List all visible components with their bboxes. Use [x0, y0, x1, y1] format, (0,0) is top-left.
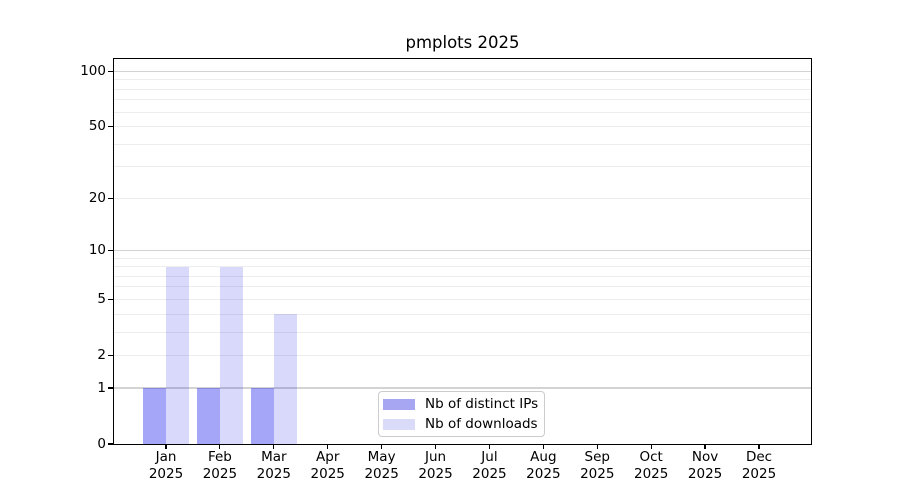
x-tick-mark — [273, 444, 275, 449]
x-tick-year: 2025 — [633, 465, 669, 482]
x-tick-mark — [758, 444, 760, 449]
y-tick-label: 5 — [97, 290, 106, 307]
x-tick-month: Apr — [316, 449, 340, 465]
gridline-minor — [114, 354, 811, 356]
legend-label-downloads: Nb of downloads — [425, 415, 538, 432]
bar-distinct-ips-feb — [196, 388, 220, 444]
x-tick-year: 2025 — [202, 465, 238, 482]
gridline-minor — [114, 286, 811, 288]
x-tick-month: Jan — [155, 449, 177, 465]
x-tick-year: 2025 — [741, 465, 777, 482]
bar-distinct-ips-mar — [250, 388, 274, 444]
y-tick-mark — [108, 387, 113, 389]
gridline-minor — [114, 79, 811, 81]
x-tick-label: Aug 2025 — [508, 449, 578, 482]
y-tick-label: 20 — [88, 189, 106, 206]
x-tick-year: 2025 — [526, 465, 561, 482]
x-tick-month: Oct — [639, 449, 663, 465]
bar-downloads-feb — [219, 266, 243, 444]
bar-downloads-jan — [166, 266, 189, 444]
gridline-minor — [114, 331, 811, 333]
gridline-minor — [114, 111, 811, 113]
x-tick-mark — [165, 444, 167, 449]
y-tick-mark — [108, 197, 113, 199]
x-tick-month: Jul — [481, 449, 498, 465]
x-tick-year: 2025 — [418, 465, 453, 482]
y-tick-label: 100 — [80, 63, 106, 80]
legend-label-distinct-ips: Nb of distinct IPs — [425, 396, 539, 413]
gridline-major — [114, 249, 811, 252]
legend-item-distinct-ips: Nb of distinct IPs — [383, 395, 540, 415]
gridline-minor — [114, 298, 811, 300]
x-tick-label: Jun 2025 — [401, 449, 471, 482]
legend-swatch-downloads — [383, 418, 415, 430]
x-tick-label: Jul 2025 — [454, 449, 524, 482]
gridline-minor — [114, 275, 811, 277]
x-tick-mark — [542, 444, 544, 449]
x-tick-mark — [596, 444, 598, 449]
y-tick-label: 10 — [88, 241, 106, 258]
x-tick-mark — [327, 444, 329, 449]
x-tick-year: 2025 — [472, 465, 507, 482]
gridline-major — [114, 387, 811, 389]
x-tick-label: May 2025 — [347, 449, 417, 482]
gridline-minor — [114, 126, 811, 128]
x-tick-year: 2025 — [364, 465, 399, 482]
x-tick-mark — [381, 444, 383, 449]
x-tick-month: Dec — [745, 449, 773, 465]
x-tick-month: Jun — [424, 449, 447, 465]
x-tick-mark — [704, 444, 706, 449]
y-tick-mark — [108, 126, 113, 128]
x-tick-year: 2025 — [580, 465, 615, 482]
y-tick-mark — [108, 298, 113, 300]
x-tick-label: Nov 2025 — [670, 449, 740, 482]
x-tick-month: Sep — [584, 449, 610, 465]
x-tick-label: Dec 2025 — [724, 449, 794, 482]
x-tick-year: 2025 — [256, 465, 291, 482]
gridline-minor — [114, 257, 811, 259]
legend-swatch-distinct-ips — [383, 399, 415, 411]
y-tick-label: 1 — [97, 379, 106, 396]
x-tick-label: Oct 2025 — [616, 449, 686, 482]
x-tick-year: 2025 — [310, 465, 345, 482]
y-tick-label: 50 — [88, 118, 106, 135]
x-tick-label: Feb 2025 — [185, 449, 255, 482]
y-tick-mark — [108, 443, 113, 445]
x-tick-label: Sep 2025 — [562, 449, 632, 482]
x-tick-year: 2025 — [148, 465, 184, 482]
x-tick-mark — [650, 444, 652, 449]
plot-area — [113, 58, 812, 445]
legend-item-downloads: Nb of downloads — [383, 415, 540, 435]
x-tick-mark — [488, 444, 491, 449]
gridline-minor — [114, 99, 811, 101]
x-tick-month: Mar — [261, 449, 287, 465]
bar-downloads-mar — [273, 314, 297, 444]
y-tick-mark — [108, 249, 113, 252]
gridline-minor — [114, 143, 811, 145]
x-tick-year: 2025 — [687, 465, 723, 482]
gridline-minor — [114, 88, 811, 90]
x-tick-label: Mar 2025 — [239, 449, 309, 482]
gridline-minor — [114, 313, 811, 315]
legend: Nb of distinct IPs Nb of downloads — [378, 391, 545, 437]
bar-distinct-ips-jan — [143, 388, 166, 444]
x-tick-mark — [434, 444, 437, 449]
x-tick-month: Nov — [691, 449, 719, 465]
gridline-minor — [114, 197, 811, 199]
gridline-minor — [114, 266, 811, 268]
chart-title: pmplots 2025 — [405, 33, 520, 52]
x-tick-month: Aug — [530, 449, 557, 465]
x-tick-label: Jan 2025 — [131, 449, 201, 482]
x-tick-month: Feb — [207, 449, 232, 465]
y-tick-mark — [108, 354, 113, 356]
x-tick-month: May — [367, 449, 396, 465]
x-tick-mark — [219, 444, 221, 449]
gridline-major — [114, 70, 811, 73]
y-tick-label: 2 — [97, 346, 106, 363]
gridline-minor — [114, 166, 811, 168]
x-tick-label: Apr 2025 — [293, 449, 363, 482]
y-tick-label: 0 — [97, 435, 106, 452]
y-tick-mark — [108, 70, 113, 73]
